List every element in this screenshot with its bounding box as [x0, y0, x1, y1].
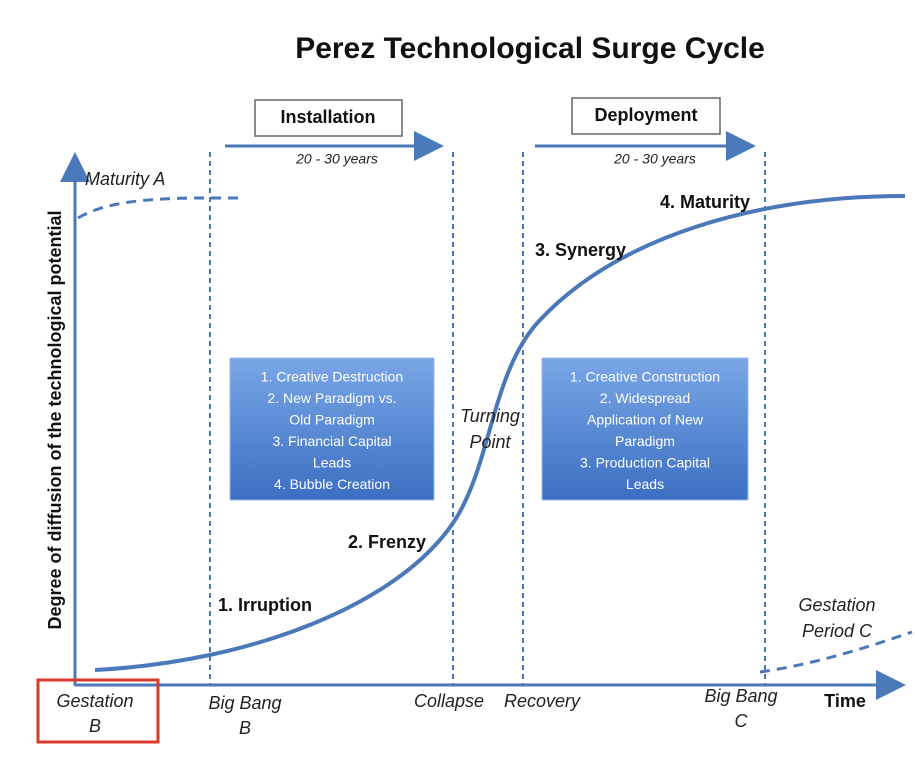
next-curve	[759, 630, 913, 674]
timeline-label: Gestation	[56, 691, 133, 711]
box-text: Paradigm	[615, 433, 675, 449]
stage-label: 3. Synergy	[535, 240, 626, 260]
stage-label: 4. Maturity	[660, 192, 750, 212]
phase-label: Installation	[280, 107, 375, 127]
timeline-label: B	[239, 718, 251, 738]
phase-duration: 20 - 30 years	[295, 151, 378, 167]
highlight-box	[36, 678, 160, 744]
next-cycle-label: Gestation	[798, 595, 875, 615]
timeline-label: C	[735, 711, 749, 731]
box-text: 1. Creative Construction	[570, 369, 720, 385]
box-text: 2. Widespread	[600, 390, 690, 406]
info-box	[541, 357, 749, 501]
turning-point-label: Turning	[460, 406, 520, 426]
box-text: Leads	[626, 476, 664, 492]
y-axis-label: Degree of diffusion of the technological…	[45, 210, 65, 629]
box-text: 3. Production Capital	[580, 455, 710, 471]
stage-label: 1. Irruption	[218, 595, 312, 615]
stage-label: 2. Frenzy	[348, 532, 426, 552]
surge-curve	[94, 194, 906, 672]
phase-duration: 20 - 30 years	[613, 151, 696, 167]
previous-curve	[77, 196, 246, 220]
info-box	[229, 357, 435, 501]
phase-label: Deployment	[594, 105, 697, 125]
phase-box	[571, 97, 721, 135]
box-text: 3. Financial Capital	[272, 433, 391, 449]
turning-point-label: Point	[469, 432, 511, 452]
x-axis-label: Time	[824, 691, 866, 711]
box-text: 2. New Paradigm vs.	[267, 390, 396, 406]
title: Perez Technological Surge Cycle	[295, 32, 765, 65]
timeline-label: Recovery	[504, 691, 581, 711]
timeline-label: Collapse	[414, 691, 484, 711]
box-text: 1. Creative Destruction	[261, 369, 403, 385]
box-text: Application of New	[587, 412, 704, 428]
timeline-label: Big Bang	[704, 686, 777, 706]
previous-cycle-label: Maturity A	[85, 169, 165, 189]
box-text: Leads	[313, 455, 351, 471]
timeline-label: Big Bang	[208, 693, 281, 713]
phase-box	[254, 99, 403, 137]
box-text: Old Paradigm	[289, 412, 375, 428]
next-cycle-label: Period C	[802, 621, 873, 641]
box-text: 4. Bubble Creation	[274, 476, 390, 492]
timeline-label: B	[89, 716, 101, 736]
